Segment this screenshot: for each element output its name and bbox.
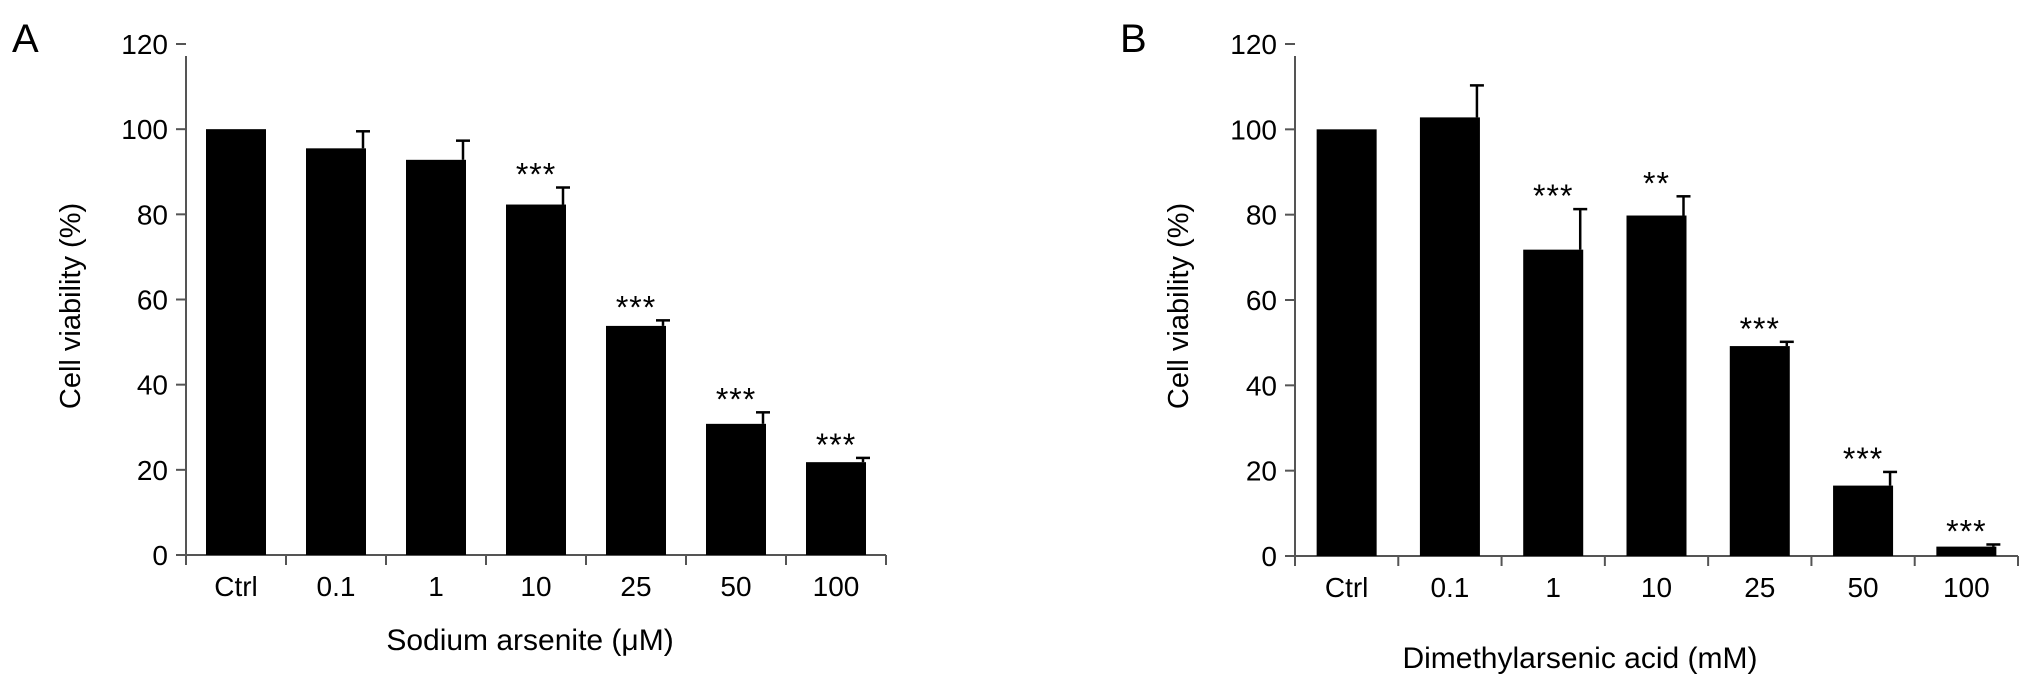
panel-label: B [1120, 17, 1147, 61]
significance-marker: *** [516, 157, 556, 193]
y-ticks: 0 20 40 60 80 100 120 [1230, 29, 1295, 572]
error-bars [1469, 84, 2001, 547]
bar [706, 423, 766, 555]
x-tick-label: 25 [1744, 572, 1775, 603]
significance-markers: *** *********** [1533, 165, 1986, 549]
panel-label: A [12, 17, 39, 61]
y-tick-label: 80 [1246, 200, 1277, 231]
x-tick-label: 25 [620, 571, 651, 602]
y-tick-label: 40 [1246, 370, 1277, 401]
y-tick-label: 0 [152, 540, 168, 571]
y-tick-label: 20 [137, 455, 168, 486]
bar [306, 148, 366, 555]
error-bars [356, 130, 870, 463]
y-tick-label: 120 [1230, 29, 1277, 60]
significance-marker: *** [716, 381, 756, 417]
x-tick-label: 100 [1943, 572, 1990, 603]
bar [1936, 546, 1997, 556]
bar [606, 325, 666, 555]
x-tick-label: 1 [1545, 572, 1561, 603]
y-axis-label: Cell viability (%) [55, 203, 87, 409]
bar [1316, 129, 1377, 557]
significance-marker: *** [616, 289, 656, 325]
x-ticks: Ctrl 0.1 1 10 25 50 100 [185, 555, 887, 602]
y-tick-label: 100 [121, 114, 168, 145]
bar [1626, 215, 1687, 556]
y-tick-label: 80 [137, 199, 168, 230]
x-tick-label: 0.1 [1430, 572, 1469, 603]
x-tick-label: 50 [1847, 572, 1878, 603]
significance-markers: *** *** *** *** [516, 157, 856, 463]
y-tick-label: 0 [1261, 541, 1277, 572]
bar [1833, 485, 1894, 556]
bar [206, 129, 266, 555]
x-ticks: Ctrl 0.1 1 10 25 50 100 [1294, 556, 2019, 603]
significance-marker: *** [816, 427, 856, 463]
bar [506, 204, 566, 555]
significance-marker: *** [1740, 311, 1780, 347]
y-tick-label: 100 [1230, 114, 1277, 145]
x-tick-label: 50 [720, 571, 751, 602]
x-tick-label: 1 [428, 571, 444, 602]
y-ticks: 0 20 40 60 80 100 120 [121, 29, 186, 571]
x-tick-label: 100 [813, 571, 860, 602]
bar [806, 462, 866, 555]
significance-marker: *** [1843, 441, 1883, 477]
bar [1729, 346, 1790, 556]
x-tick-label: 10 [1641, 572, 1672, 603]
x-axis-label: Dimethylarsenic acid (mM) [1402, 642, 1757, 675]
bar [406, 159, 466, 555]
bars [1316, 117, 1997, 557]
x-tick-label: 0.1 [317, 571, 356, 602]
y-axis-label: Cell viability (%) [1163, 203, 1195, 409]
x-tick-label: Ctrl [1325, 572, 1369, 603]
y-tick-label: 60 [137, 285, 168, 316]
bar [1523, 249, 1584, 557]
y-tick-label: 120 [121, 29, 168, 60]
significance-marker: *** [1946, 513, 1986, 549]
x-tick-label: 10 [520, 571, 551, 602]
y-tick-label: 40 [137, 370, 168, 401]
x-axis-label: Sodium arsenite (μM) [386, 624, 673, 657]
bar [1419, 117, 1480, 557]
y-tick-label: 60 [1246, 285, 1277, 316]
y-tick-label: 20 [1246, 456, 1277, 487]
significance-marker: ** [1643, 165, 1670, 201]
significance-marker: *** [1533, 178, 1573, 214]
x-tick-label: Ctrl [214, 571, 258, 602]
bars [206, 129, 866, 555]
